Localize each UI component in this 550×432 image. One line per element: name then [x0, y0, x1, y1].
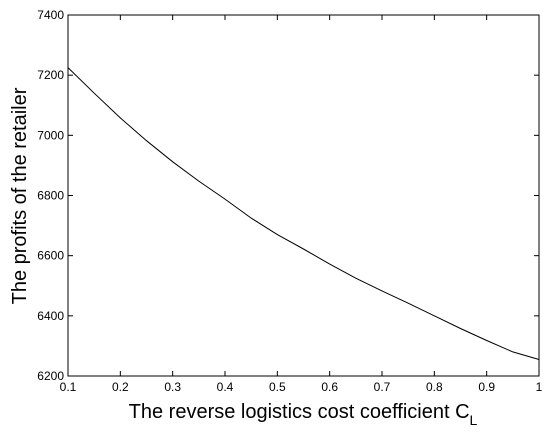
plot-area — [67, 14, 540, 377]
x-axis-ticks: 0.1 0.2 0.3 0.4 0.5 0.6 0.7 0.8 0.9 1 — [60, 15, 543, 394]
y-axis-title: The profits of the retailer — [9, 87, 31, 304]
x-axis-title: The reverse logistics cost coefficient C… — [129, 401, 478, 428]
x-tick-label: 0.6 — [321, 380, 338, 394]
x-tick-label: 0.1 — [60, 380, 77, 394]
x-axis-title-main: The reverse logistics cost coefficient C — [129, 401, 470, 423]
x-tick-label: 1 — [536, 380, 543, 394]
x-tick-label: 0.8 — [426, 380, 443, 394]
x-tick-label: 0.5 — [269, 380, 286, 394]
y-tick-label: 6600 — [37, 249, 64, 263]
y-tick-label: 6800 — [37, 189, 64, 203]
x-tick-label: 0.2 — [112, 380, 129, 394]
x-tick-label: 0.9 — [478, 380, 495, 394]
x-tick-label: 0.4 — [217, 380, 234, 394]
y-axis-ticks: 6200 6400 6600 6800 7000 7200 7400 — [37, 8, 539, 383]
y-tick-label: 6400 — [37, 309, 64, 323]
x-axis-title-subscript: L — [470, 412, 478, 428]
y-tick-label: 6200 — [37, 369, 64, 383]
series-line — [67, 67, 540, 360]
x-tick-label: 0.3 — [164, 380, 181, 394]
y-tick-label: 7200 — [37, 68, 64, 82]
y-tick-label: 7400 — [37, 8, 64, 22]
x-tick-label: 0.7 — [374, 380, 391, 394]
y-tick-label: 7000 — [37, 128, 64, 142]
